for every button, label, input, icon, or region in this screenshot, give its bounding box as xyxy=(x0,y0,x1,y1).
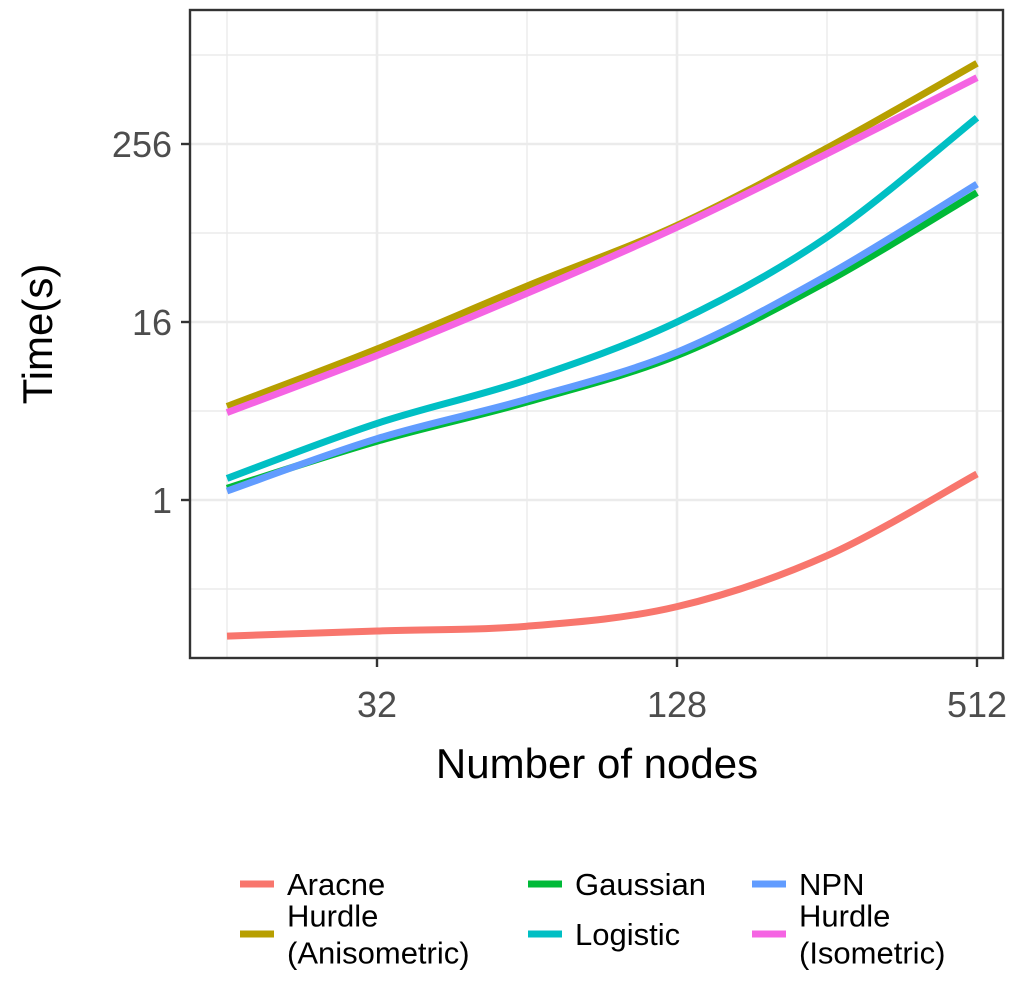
series-line-3 xyxy=(225,115,980,482)
grid-minor xyxy=(190,10,1003,658)
legend-item: Hurdle (Isometric) xyxy=(752,899,945,971)
series-line-5 xyxy=(225,74,979,416)
y-tick-label: 256 xyxy=(112,124,172,165)
y-tick-label: 16 xyxy=(132,302,172,343)
x-tick-label: 512 xyxy=(947,684,1007,725)
series-line-0 xyxy=(226,470,979,640)
legend-item: Gaussian xyxy=(528,867,706,902)
plot-border xyxy=(188,8,1005,660)
legend-item: Hurdle (Anisometric) xyxy=(240,899,470,971)
legend-label: Hurdle (Isometric) xyxy=(799,899,945,971)
x-axis-title: Number of nodes xyxy=(436,740,758,787)
series-line-1 xyxy=(225,60,979,410)
x-tick-label: 32 xyxy=(357,684,397,725)
legend-label: NPN xyxy=(799,867,864,902)
series-layer xyxy=(225,60,980,640)
series-line-4 xyxy=(225,181,979,495)
legend-label: Gaussian xyxy=(575,867,706,902)
legend-item: Logistic xyxy=(528,917,680,952)
legend-item: Aracne xyxy=(240,867,385,902)
legend-label: Hurdle (Anisometric) xyxy=(287,899,470,971)
x-tick-label: 128 xyxy=(647,684,707,725)
y-tick-label: 1 xyxy=(152,480,172,521)
plot-panel xyxy=(190,10,1003,658)
legend-label: Logistic xyxy=(575,917,680,952)
y-axis: 1 16 256 xyxy=(112,124,190,521)
grid-major xyxy=(190,10,1003,658)
x-axis: 32 128 512 xyxy=(357,658,1007,725)
legend-item: NPN xyxy=(752,867,864,902)
y-axis-title: Time(s) xyxy=(14,264,61,405)
legend-label: Aracne xyxy=(287,867,385,902)
